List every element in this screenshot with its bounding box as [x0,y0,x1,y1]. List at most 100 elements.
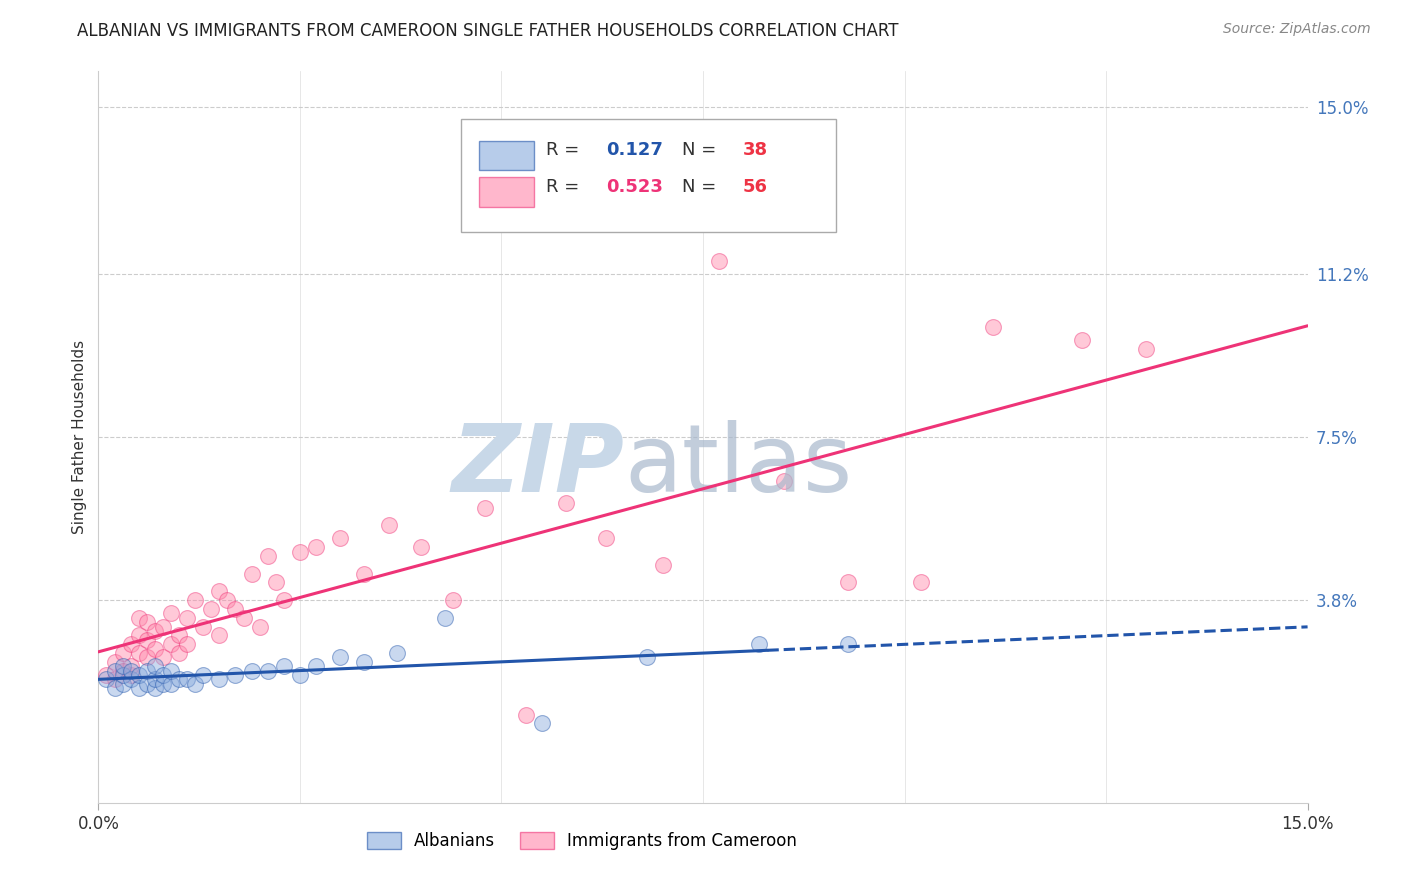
Point [329,650,352,665]
Point [981,320,1004,334]
Point [143,673,166,687]
Point [111,668,134,682]
Point [135,632,157,647]
Point [120,673,142,687]
Point [772,474,794,488]
Point [160,637,183,651]
Point [353,566,375,581]
Point [409,540,432,554]
Point [256,549,278,563]
Point [103,664,125,678]
Point [434,611,457,625]
Text: ZIP: ZIP [451,420,624,512]
Point [232,611,254,625]
Point [152,677,174,691]
Point [837,637,859,651]
Point [111,677,134,691]
Point [385,646,408,660]
Text: 0.523: 0.523 [606,178,664,196]
Point [515,707,537,722]
Point [128,628,150,642]
Point [224,668,246,682]
Point [103,655,125,669]
Point [167,628,190,642]
Point [143,624,166,638]
Point [96,668,118,682]
Point [208,584,231,599]
Point [240,664,263,678]
Point [353,655,375,669]
Text: atlas: atlas [624,420,852,512]
Point [103,681,125,696]
Point [1070,333,1092,347]
Point [160,677,183,691]
Text: 0.127: 0.127 [606,141,664,160]
Point [120,664,142,678]
Point [264,575,287,590]
Bar [479,141,534,170]
Point [143,659,166,673]
Point [152,619,174,633]
Point [135,615,157,629]
Text: R =: R = [546,141,585,160]
Point [152,668,174,682]
Point [135,677,157,691]
Point [135,650,157,665]
Point [184,593,207,607]
Point [176,611,198,625]
FancyBboxPatch shape [461,119,837,232]
Point [200,602,222,616]
Point [184,677,207,691]
Point [111,646,134,660]
Point [103,673,125,687]
Point [305,659,328,673]
Point [176,637,198,651]
Point [748,637,770,651]
Point [120,637,142,651]
Text: 38: 38 [742,141,768,160]
Point [193,619,215,633]
Point [837,575,859,590]
Point [193,668,215,682]
Point [249,619,271,633]
Point [273,593,295,607]
Point [530,716,553,731]
Point [96,673,118,687]
Point [288,544,311,558]
Text: 56: 56 [742,178,768,196]
Point [143,681,166,696]
Point [120,659,142,673]
Y-axis label: Single Father Households: Single Father Households [72,340,87,534]
Point [152,650,174,665]
Point [128,646,150,660]
Point [111,664,134,678]
Point [128,668,150,682]
Point [208,628,231,642]
Point [707,253,730,268]
Point [1135,342,1157,356]
Point [273,659,295,673]
Point [167,673,190,687]
Text: N =: N = [682,178,723,196]
Point [128,611,150,625]
Point [305,540,328,554]
Point [111,659,134,673]
Point [441,593,464,607]
Point [208,673,231,687]
Point [636,650,658,665]
Point [555,496,578,510]
Point [160,607,183,621]
Point [651,558,673,572]
Point [120,668,142,682]
Point [288,668,311,682]
Point [595,532,617,546]
Point [217,593,239,607]
Text: ALBANIAN VS IMMIGRANTS FROM CAMEROON SINGLE FATHER HOUSEHOLDS CORRELATION CHART: ALBANIAN VS IMMIGRANTS FROM CAMEROON SIN… [77,22,898,40]
Point [910,575,932,590]
Point [143,641,166,656]
Text: N =: N = [682,141,723,160]
Point [474,500,496,515]
Point [176,673,198,687]
Point [167,646,190,660]
Bar [479,178,534,207]
